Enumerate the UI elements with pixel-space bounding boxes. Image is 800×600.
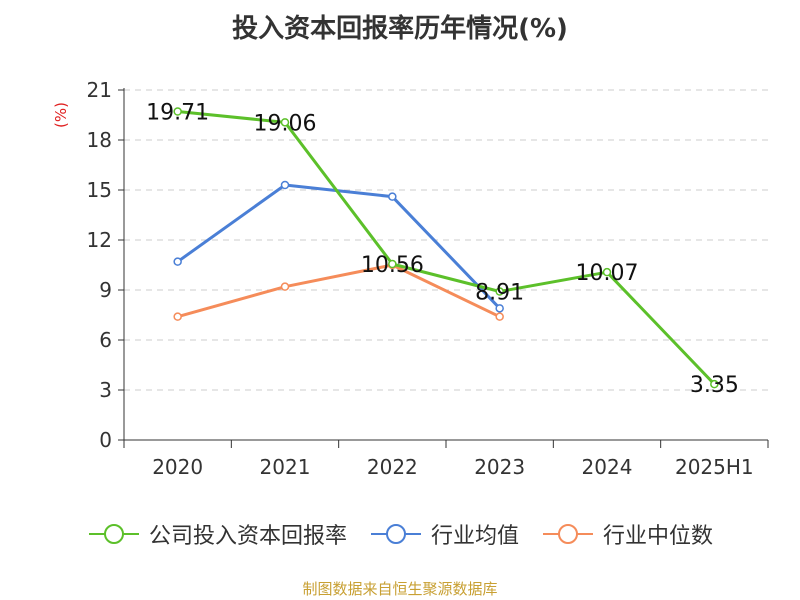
data-source-note: 制图数据来自恒生聚源数据库 [302, 580, 498, 598]
y-tick-label: 3 [99, 378, 112, 402]
x-tick-label: 2022 [367, 455, 418, 479]
data-label: 19.71 [146, 101, 209, 126]
data-point [602, 267, 612, 277]
legend-label-company: 公司投入资本回报率 [148, 524, 347, 549]
data-point [388, 259, 397, 269]
y-tick-label: 15 [87, 178, 112, 202]
data-point [495, 304, 504, 313]
data-point [173, 107, 182, 116]
data-label: 8.91 [475, 281, 524, 306]
data-point [280, 282, 290, 291]
data-point [388, 192, 397, 201]
data-point [280, 180, 290, 190]
legend-swatch-industry-median [543, 524, 593, 544]
y-tick-label: 12 [87, 228, 112, 252]
y-tick-label: 9 [99, 278, 112, 302]
x-tick-label: 2023 [474, 455, 525, 479]
legend: 公司投入资本回报率 行业均值 行业中位数 [0, 518, 800, 550]
legend-label-industry-mean: 行业均值 [430, 524, 519, 549]
data-point [280, 118, 290, 127]
data-label: 19.06 [254, 111, 317, 136]
chart-title: 投入资本回报率历年情况(%) [232, 14, 568, 44]
x-tick-label: 2021 [260, 455, 311, 479]
y-tick-label: 6 [99, 328, 112, 352]
y-tick-label: 0 [99, 428, 112, 452]
y-tick-label: 21 [87, 78, 112, 102]
data-point [495, 287, 504, 296]
series-line-0 [177, 110, 716, 386]
data-point [710, 379, 719, 389]
x-tick-label: 2020 [152, 455, 203, 479]
data-point [173, 312, 182, 321]
legend-swatch-industry-mean [370, 524, 421, 544]
x-tick-label: 2024 [582, 455, 633, 479]
data-label: 3.35 [690, 373, 739, 398]
data-label: 10.07 [576, 261, 639, 286]
y-tick-label: 18 [87, 128, 112, 152]
series-line-2 [177, 263, 501, 319]
legend-swatch-company [88, 524, 139, 544]
x-tick-label: 2025H1 [675, 455, 754, 479]
legend-item-industry-mean[interactable]: 行业均值 [369, 518, 519, 550]
data-point [495, 312, 504, 321]
legend-item-company[interactable]: 公司投入资本回报率 [87, 518, 347, 550]
legend-item-industry-median[interactable]: 行业中位数 [541, 518, 713, 550]
data-label: 10.56 [361, 253, 424, 278]
legend-label-industry-median: 行业中位数 [603, 524, 714, 549]
data-point [173, 257, 182, 266]
